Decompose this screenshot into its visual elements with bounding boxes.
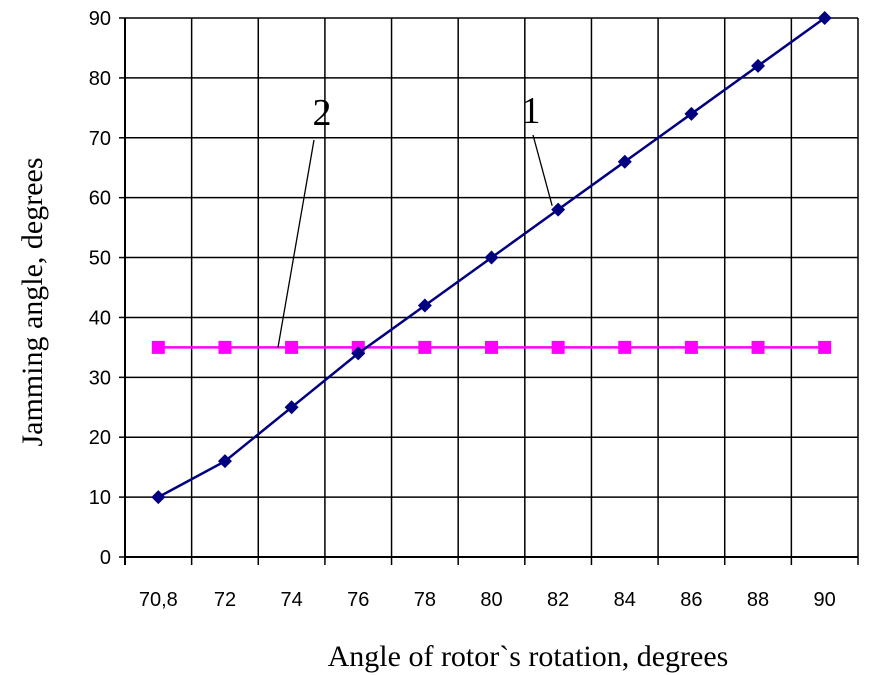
x-tick-label: 84: [614, 589, 636, 611]
series-1-point: [751, 58, 766, 73]
x-tick-label: 74: [280, 589, 302, 611]
x-tick-label: 78: [414, 589, 436, 611]
x-axis-title: Angle of rotor`s rotation, degrees: [328, 640, 729, 673]
series-2-point: [551, 340, 565, 354]
y-tick-label: 10: [89, 487, 111, 509]
x-tick-label: 70,8: [139, 589, 178, 611]
series-1-point: [484, 250, 499, 265]
series-2-point: [751, 340, 765, 354]
callout-1-label: 1: [522, 90, 541, 132]
series-1-point: [284, 400, 299, 415]
chart-series: [151, 11, 832, 505]
series-2-point: [618, 340, 632, 354]
callout-1-leader: [532, 134, 553, 206]
series-2-point: [485, 340, 498, 354]
series-1-point: [684, 106, 699, 121]
chart-grid: [125, 17, 859, 557]
callout-2-leader: [277, 139, 315, 348]
y-axis-title: Jamming angle, degrees: [16, 157, 49, 446]
series-1-point: [351, 346, 366, 361]
x-tick-label: 80: [480, 589, 502, 611]
series-1-point: [217, 454, 232, 469]
x-tick-label: 72: [214, 589, 236, 611]
y-tick-label: 40: [89, 307, 111, 329]
series-2-point: [285, 340, 299, 354]
x-tick-label: 90: [814, 589, 836, 611]
x-tick-label: 76: [347, 589, 369, 611]
y-tick-label: 50: [89, 248, 111, 270]
x-tick-label: 88: [747, 589, 769, 611]
y-tick-label: 90: [89, 8, 111, 30]
y-tick-label: 0: [100, 547, 111, 569]
y-tick-label: 20: [89, 427, 111, 449]
y-tick-label: 30: [89, 367, 111, 389]
series-1-point: [417, 298, 432, 313]
series-2-point: [684, 340, 698, 354]
series-callouts: 12: [277, 90, 553, 348]
chart-axes: 0 10 20 30 40 50 60 70 80 90 70,8 72 74 76 78 80 82 84 86 8…: [89, 8, 859, 611]
series-1-point: [151, 490, 166, 505]
callout-2-label: 2: [313, 92, 332, 134]
x-tick-label: 86: [680, 589, 702, 611]
series-2-point: [218, 340, 232, 354]
series-2-point: [151, 340, 165, 354]
series-1-point: [617, 154, 632, 169]
series-1-point: [817, 11, 832, 25]
series-2-point: [818, 340, 832, 354]
y-tick-label: 70: [89, 128, 111, 150]
y-tick-label: 80: [89, 68, 111, 90]
y-tick-label: 60: [89, 188, 111, 210]
series-1-point: [551, 202, 566, 217]
series-2-point: [418, 340, 432, 354]
x-tick-label: 82: [547, 589, 569, 611]
